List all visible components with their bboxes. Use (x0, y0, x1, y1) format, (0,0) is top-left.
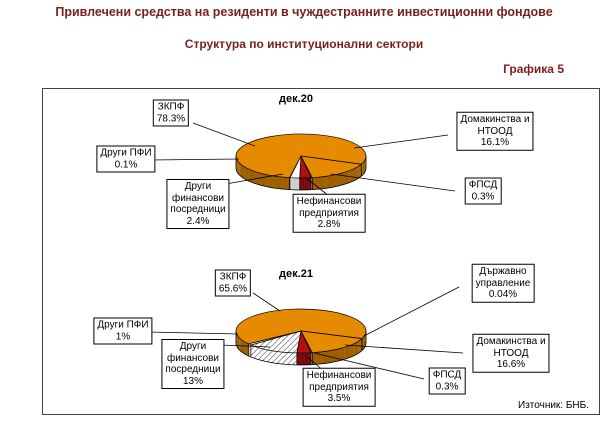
leader-line (192, 122, 256, 147)
pie1-callout-zkpf: ЗКПФ 78.3% (152, 99, 190, 127)
leader-line (252, 292, 281, 312)
pie2-surface (235, 308, 367, 366)
figure-label: Графика 5 (503, 62, 564, 76)
pie-chart-dec20: дек.20 ЗКПФ 78.3% Други ПФИ 0.1% Други ф… (43, 89, 599, 252)
pie2-callout-drugi-fin: Други финансови посредници 13% (161, 339, 225, 389)
pie2-callout-zkpf: ЗКПФ 65.6% (214, 269, 252, 297)
leader-line (330, 173, 456, 192)
leader-line (344, 344, 464, 354)
leader-line (363, 286, 460, 337)
chart-box: дек.20 ЗКПФ 78.3% Други ПФИ 0.1% Други ф… (42, 88, 600, 415)
pie2-callout-darzhavno: Държавно управление 0.04% (471, 263, 535, 303)
pie2-callout-nefin: Нефинансови предприятия 3.5% (302, 367, 376, 407)
pie2-leader-lines (147, 286, 464, 380)
source-note: Източник: БНБ. (518, 400, 589, 411)
pie2-title: дек.21 (279, 268, 313, 280)
leader-line (219, 173, 284, 186)
pie2-callout-domakinstva: Домакинства и НТООД 16.6% (472, 333, 550, 373)
pie1-callout-nefin: Нефинансови предприятия 2.8% (292, 193, 366, 233)
pie1-title: дек.20 (279, 93, 313, 105)
pie1-surface (235, 133, 367, 191)
pie1-callout-drugi-pfi: Други ПФИ 0.1% (96, 145, 156, 173)
pie2-callout-drugi-pfi: Други ПФИ 1% (93, 317, 153, 345)
leader-line (353, 134, 449, 149)
leader-line (147, 331, 239, 335)
pie1-callout-drugi-fin: Други финансови посредници 2.4% (166, 179, 230, 229)
pie2-callout-fpsd: ФПСД 0.3% (428, 367, 466, 395)
pie1-callout-fpsd: ФПСД 0.3% (464, 177, 502, 205)
pie2-canvas (147, 286, 464, 380)
page-title: Привлечени средства на резиденти в чужде… (55, 5, 553, 19)
page-subtitle: Структура по институционални сектори (184, 37, 424, 51)
pie1-leader-lines (150, 122, 456, 197)
leader-line (304, 176, 330, 197)
pie-chart-dec21: дек.21 ЗКПФ 65.6% Държавно управление 0.… (43, 252, 599, 414)
leader-line (313, 352, 425, 380)
leader-line (150, 158, 240, 161)
pie1-callout-domakinstva: Домакинства и НТООД 16.1% (456, 111, 534, 151)
pie1-canvas (150, 122, 456, 197)
leader-line (219, 344, 271, 348)
